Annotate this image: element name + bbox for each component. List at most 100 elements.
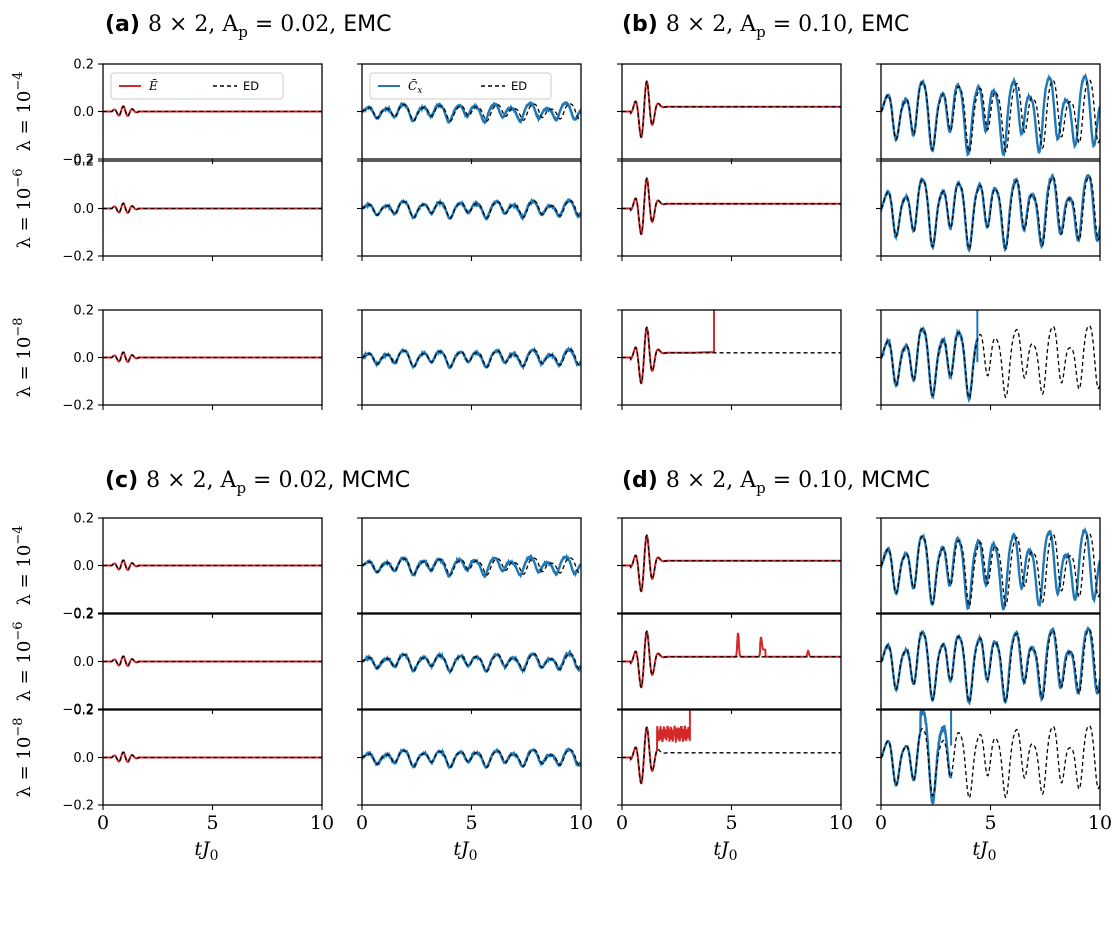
x-axis-label: tJ0 bbox=[713, 838, 737, 864]
panel-c-energy-row3: 0.2 0.0 −0.2 bbox=[62, 704, 323, 814]
panel-c-current-row1 bbox=[357, 517, 582, 618]
legend-energy: Ē ED bbox=[110, 72, 284, 100]
row-label-exponent: −4 bbox=[11, 71, 26, 90]
energy-series-line bbox=[103, 751, 322, 763]
ed-current-reference-line bbox=[362, 557, 581, 576]
row-label-base: λ = 10 bbox=[14, 188, 35, 249]
row-label-exponent: −4 bbox=[11, 525, 26, 544]
x-axis-label-main: tJ bbox=[194, 838, 211, 860]
y-tick-label: 0.2 bbox=[73, 512, 94, 527]
x-tick-label: 0 bbox=[875, 812, 887, 834]
ed-current-reference-line bbox=[881, 628, 1100, 703]
panel-b-energy-row2 bbox=[617, 160, 842, 261]
panel-b-current-row3 bbox=[876, 309, 1101, 410]
panel-b-current-row2 bbox=[876, 160, 1101, 261]
legend-box bbox=[110, 72, 284, 100]
row-label-lambda: λ = 10−8 bbox=[11, 717, 35, 797]
ed-current-reference-line bbox=[362, 103, 581, 122]
ed-current-reference-line bbox=[362, 749, 581, 768]
x-tick-label: 10 bbox=[569, 812, 593, 834]
panel-d-energy-row2 bbox=[617, 613, 842, 714]
panel-c-current-row2 bbox=[357, 613, 582, 714]
x-tick-label: 10 bbox=[829, 812, 853, 834]
ed-current-reference-line bbox=[881, 724, 1100, 799]
plot-area bbox=[622, 310, 841, 385]
panel-amplitude-value: = 0.02, bbox=[248, 12, 343, 37]
row-label-lambda: λ = 10−6 bbox=[11, 621, 35, 701]
plot-area bbox=[103, 105, 322, 117]
plot-area bbox=[362, 100, 581, 125]
x-axis-label-sub: 0 bbox=[210, 848, 219, 864]
panel-d-current-row3 bbox=[876, 709, 1101, 810]
row-label-base: λ = 10 bbox=[14, 91, 35, 152]
panel-a-current-row2 bbox=[357, 160, 582, 261]
ed-energy-reference-line bbox=[103, 751, 322, 763]
y-tick-label: 0.2 bbox=[73, 304, 94, 319]
ed-current-reference-line bbox=[881, 324, 1100, 399]
plot-area bbox=[362, 553, 581, 579]
row-label-base: λ = 10 bbox=[14, 545, 35, 606]
x-tick-label: 10 bbox=[1088, 812, 1112, 834]
panel-tag: (d) bbox=[622, 468, 658, 493]
energy-series-line bbox=[103, 202, 322, 214]
row-label-base: λ = 10 bbox=[14, 737, 35, 798]
current-series-line bbox=[881, 325, 979, 404]
legend-reference-label: ED bbox=[511, 79, 527, 93]
axes-frame bbox=[880, 709, 1101, 806]
panel-a-current-row3 bbox=[357, 309, 582, 410]
panel-amplitude-subscript: p bbox=[236, 479, 246, 497]
row-label-exponent: −8 bbox=[11, 317, 26, 336]
row-label-lambda: λ = 10−4 bbox=[11, 525, 35, 605]
plot-area bbox=[622, 533, 841, 593]
panel-tag: (c) bbox=[105, 468, 138, 493]
row-label-exponent: −6 bbox=[11, 168, 26, 187]
panel-amplitude-value: = 0.02, bbox=[246, 468, 341, 493]
plot-area bbox=[362, 649, 581, 675]
panel-method: MCMC bbox=[341, 468, 410, 493]
panel-amplitude-subscript: p bbox=[756, 23, 766, 41]
plot-area bbox=[622, 710, 841, 785]
energy-series-line bbox=[622, 629, 841, 689]
y-tick-label: −0.2 bbox=[62, 703, 94, 718]
plot-area bbox=[881, 310, 1100, 404]
axes-frame bbox=[880, 63, 1101, 160]
x-tick-label: 0 bbox=[97, 812, 109, 834]
axes-frame bbox=[880, 517, 1101, 614]
ed-energy-reference-line bbox=[622, 177, 841, 235]
y-tick-label: 0.2 bbox=[73, 608, 94, 623]
ed-current-reference-line bbox=[881, 78, 1100, 153]
plot-area bbox=[362, 746, 581, 770]
y-tick-label: −0.2 bbox=[62, 250, 94, 265]
plot-area bbox=[103, 751, 322, 763]
panel-a-energy-row2: 0.2 0.0 −0.2 bbox=[62, 155, 323, 265]
y-tick-label: −0.2 bbox=[62, 799, 94, 814]
x-axis-label-sub: 0 bbox=[469, 848, 478, 864]
legend-reference-label: ED bbox=[243, 79, 259, 93]
legend-series-main: C̄ bbox=[408, 78, 417, 93]
ed-current-reference-line bbox=[881, 532, 1100, 607]
panel-amplitude-subscript: p bbox=[238, 23, 248, 41]
panel-d-energy-row3 bbox=[617, 709, 842, 810]
panel-system: 8 × 2, A bbox=[666, 12, 757, 37]
row-label-text: λ = 10−8 bbox=[11, 317, 35, 397]
plot-area bbox=[622, 79, 841, 139]
panel-a-energy-row3: 0.2 0.0 −0.2 bbox=[62, 304, 323, 414]
panel-d-current-row1 bbox=[876, 517, 1101, 618]
ed-energy-reference-line bbox=[103, 351, 322, 363]
energy-series-line bbox=[103, 655, 322, 667]
y-tick-label: −0.2 bbox=[62, 607, 94, 622]
panel-amplitude-value: = 0.10, bbox=[766, 12, 861, 37]
x-axis-label-main: tJ bbox=[972, 838, 989, 860]
plot-area bbox=[881, 526, 1100, 611]
row-label-base: λ = 10 bbox=[14, 641, 35, 702]
x-axis-label-main: tJ bbox=[713, 838, 730, 860]
ed-energy-reference-line bbox=[622, 726, 841, 784]
ed-energy-reference-line bbox=[103, 105, 322, 117]
legend-current: C̄x ED bbox=[369, 72, 552, 100]
ed-current-reference-line bbox=[362, 200, 581, 219]
panel-system: 8 × 2, A bbox=[146, 468, 237, 493]
x-axis-label: tJ0 bbox=[972, 838, 996, 864]
plot-area bbox=[103, 655, 322, 667]
energy-series-line bbox=[622, 326, 715, 385]
x-tick-label: 0 bbox=[356, 812, 368, 834]
